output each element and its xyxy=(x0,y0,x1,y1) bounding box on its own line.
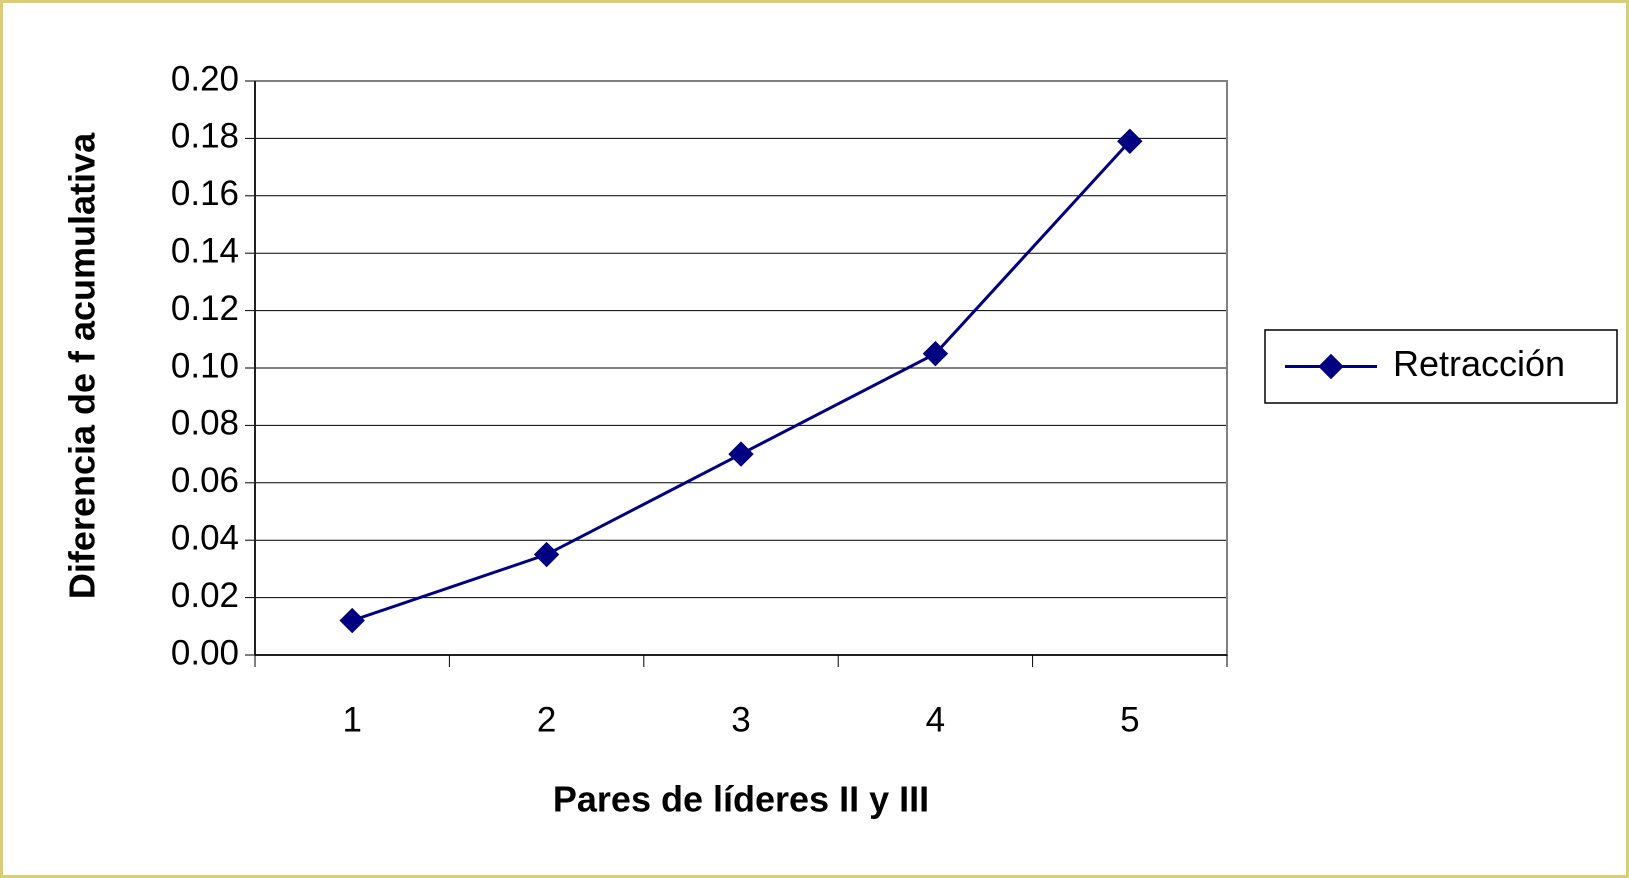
y-tick-label: 0.18 xyxy=(171,117,239,156)
x-tick-label: 5 xyxy=(1120,700,1139,739)
x-tick-label: 4 xyxy=(926,700,945,739)
data-point xyxy=(922,340,949,367)
x-axis-title: Pares de líderes II y III xyxy=(553,779,929,820)
y-tick-label: 0.06 xyxy=(171,461,239,500)
y-tick-label: 0.10 xyxy=(171,346,239,385)
y-tick-label: 0.02 xyxy=(171,576,239,615)
y-tick-label: 0.16 xyxy=(171,174,239,213)
data-point xyxy=(533,541,560,568)
x-tick-label: 1 xyxy=(342,700,361,739)
legend-swatch-marker xyxy=(1318,353,1344,380)
x-tick-label: 2 xyxy=(537,700,556,739)
data-point xyxy=(339,607,365,634)
y-tick-label: 0.12 xyxy=(171,289,239,328)
y-axis-title: Diferencia de f acumulativa xyxy=(62,132,103,599)
y-tick-label: 0.08 xyxy=(171,404,239,443)
y-tick-label: 0.04 xyxy=(171,518,239,557)
y-tick-label: 0.20 xyxy=(171,59,239,98)
data-point xyxy=(728,441,754,467)
y-tick-label: 0.14 xyxy=(171,231,239,270)
data-point xyxy=(1117,128,1143,154)
legend-label: Retracción xyxy=(1393,343,1565,384)
y-tick-label: 0.00 xyxy=(171,633,239,672)
x-tick-label: 3 xyxy=(731,700,750,739)
